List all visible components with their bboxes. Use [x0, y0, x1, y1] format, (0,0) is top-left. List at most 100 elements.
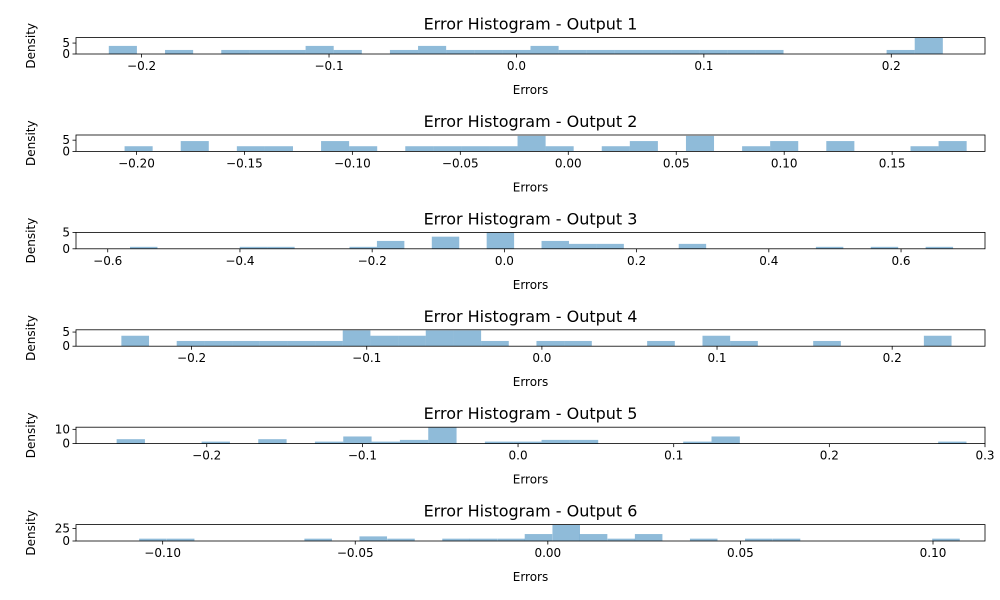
histogram-bar: [711, 436, 740, 444]
histogram-bar: [304, 538, 332, 541]
histogram-bar: [259, 340, 288, 347]
x-tick-label: 0.05: [663, 156, 690, 170]
x-tick-label: 0.0: [495, 254, 514, 268]
histogram-bar: [742, 146, 771, 152]
histogram-bar: [569, 439, 599, 444]
histogram-bar: [541, 240, 569, 249]
histogram-bar: [108, 45, 137, 54]
histogram-bar: [267, 246, 295, 249]
histogram-bar: [418, 45, 447, 54]
histogram-bar: [914, 37, 943, 54]
histogram-bar: [826, 141, 855, 152]
histogram-bar: [755, 49, 784, 54]
x-axis-label: Errors: [513, 473, 549, 487]
histogram-bar: [376, 240, 405, 249]
axes-frame: [75, 524, 986, 542]
histogram-bar: [321, 141, 350, 152]
histogram-bar: [502, 49, 531, 54]
histogram-bar: [405, 146, 434, 152]
histogram-bar: [277, 49, 306, 54]
histogram-bar: [349, 246, 377, 249]
y-axis-label: Density: [24, 23, 38, 69]
histogram-bar: [264, 146, 293, 152]
histogram-bar: [932, 538, 960, 541]
histogram-bar: [232, 340, 260, 347]
histogram-bar: [647, 340, 675, 347]
histogram-bar: [389, 49, 419, 54]
histogram-bar: [139, 538, 167, 541]
histogram-bar: [634, 534, 663, 541]
histogram-bar: [579, 534, 608, 541]
x-tick-label: 0.10: [920, 546, 947, 560]
histogram-bar: [287, 340, 316, 347]
histogram-bar: [342, 330, 371, 347]
histogram-bar: [923, 335, 952, 347]
x-tick-label: 0.2: [627, 254, 646, 268]
histogram-bar: [428, 427, 457, 444]
histogram-bar: [180, 141, 209, 152]
histogram-bar: [564, 340, 592, 347]
subplot-title: Error Histogram - Output 3: [424, 209, 638, 228]
histogram-bar: [398, 335, 426, 347]
x-axis-label: Errors: [513, 570, 549, 584]
histogram-bar: [629, 141, 658, 152]
x-tick-label: −0.15: [226, 156, 263, 170]
y-tick-label: 5: [62, 133, 70, 147]
histogram-bar: [371, 441, 400, 444]
histogram-bar: [204, 340, 233, 347]
histogram-bar: [166, 538, 195, 541]
x-tick-label: 0.2: [883, 351, 902, 365]
y-tick-label: 0: [62, 437, 70, 451]
histogram-bar: [130, 246, 158, 249]
x-tick-label: 0.0: [532, 351, 551, 365]
histogram-bar: [530, 45, 559, 54]
y-tick-label: 10: [55, 422, 70, 436]
x-axis-label: Errors: [513, 375, 549, 389]
subplot-3: Error Histogram - Output 3 −0.6 −0.4 −0.2 0.…: [24, 209, 986, 292]
x-tick-label: 0.2: [882, 59, 901, 73]
histogram-bar: [745, 538, 773, 541]
histogram-bar: [314, 441, 344, 444]
histogram-bar: [176, 340, 205, 347]
y-tick-label: 5: [62, 36, 70, 50]
subplot-1: Error Histogram - Output 1 −0.2 −0.1 0.0 0.1…: [24, 15, 986, 97]
histogram-bar: [305, 45, 334, 54]
subplot-4: Error Histogram - Output 4 −0.2 −0.1 0.0 0.1…: [24, 307, 986, 389]
histogram-bar: [596, 243, 624, 249]
histogram-bar: [702, 335, 731, 347]
histogram-bar: [489, 146, 518, 152]
x-tick-label: −0.05: [442, 156, 479, 170]
histogram-bar: [683, 441, 712, 444]
x-tick-label: −0.1: [348, 449, 377, 463]
x-tick-label: 0.0: [507, 59, 526, 73]
histogram-bar: [517, 135, 546, 152]
x-tick-label: 0.0: [509, 449, 528, 463]
x-axis-label: Errors: [513, 180, 549, 194]
histogram-bar: [165, 49, 194, 54]
histogram-bar: [938, 141, 967, 152]
y-axis-label: Density: [24, 315, 38, 361]
histogram-bar: [442, 538, 470, 541]
histogram-bar: [671, 49, 700, 54]
x-tick-label: −0.2: [358, 254, 387, 268]
x-tick-label: −0.10: [334, 156, 371, 170]
x-tick-label: −0.10: [144, 546, 181, 560]
x-tick-label: 0.10: [771, 156, 798, 170]
subplot-5: Error Histogram - Output 5 −0.2 −0.1 0.0 0.1…: [24, 404, 995, 486]
histogram-bar: [886, 49, 915, 54]
histogram-bar: [699, 49, 728, 54]
histogram-bar: [116, 439, 145, 444]
histogram-bar: [474, 49, 503, 54]
histogram-bar: [124, 146, 153, 152]
x-tick-label: 0.4: [759, 254, 778, 268]
histogram-bar: [689, 538, 718, 541]
histogram-bar: [370, 335, 399, 347]
histogram-bar: [469, 538, 498, 541]
histogram-bar: [678, 243, 707, 249]
y-tick-label: 0: [62, 534, 70, 548]
histogram-bar: [258, 439, 287, 444]
y-tick-label: 0: [62, 47, 70, 61]
histogram-bar: [552, 524, 580, 541]
x-tick-label: 0.3: [975, 449, 994, 463]
histogram-bar: [446, 49, 475, 54]
